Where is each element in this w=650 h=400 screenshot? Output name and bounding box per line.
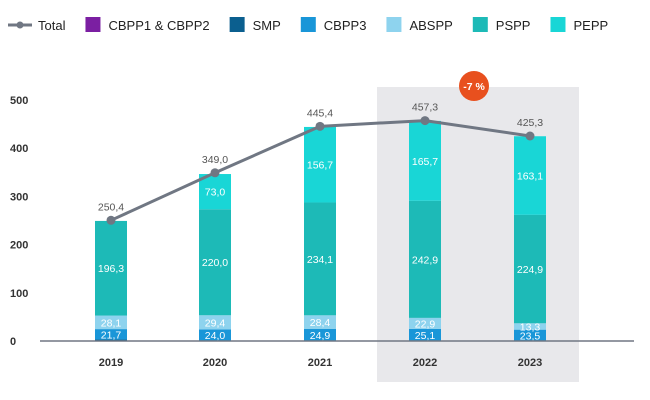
legend-swatch-abspp	[386, 17, 402, 32]
bar-label-cbpp3-2023: 23,5	[520, 330, 541, 342]
total-label-2023: 425,3	[517, 117, 543, 129]
total-point-2021	[315, 121, 325, 131]
bar-label-pspp-2022: 242,9	[412, 254, 438, 266]
bar-abspp-2020	[199, 315, 231, 330]
total-point-2019	[106, 215, 116, 225]
bar-label-cbpp3-2021: 24,9	[310, 330, 331, 342]
change-badge-circle	[459, 71, 489, 101]
bar-abspp-2021	[304, 315, 336, 329]
y-tick-label: 500	[10, 95, 28, 107]
x-tick-label: 2019	[99, 357, 123, 369]
total-point-2023	[525, 131, 535, 141]
y-tick-label: 300	[10, 191, 28, 203]
bar-pspp-2021	[304, 202, 336, 316]
total-line: 250,4 349,0 445,4 457,3 425,3	[98, 102, 543, 225]
legend-label-cbpp3: CBPP3	[324, 18, 367, 33]
total-point-2022	[420, 116, 430, 126]
bar-cbpp3-2019	[95, 329, 127, 340]
bar-cbpp3-2022	[409, 328, 441, 341]
bar-pepp-2023	[514, 136, 546, 215]
y-tick-label: 200	[10, 240, 28, 252]
y-tick-label: 0	[10, 336, 16, 348]
bar-pepp-2020	[199, 174, 231, 210]
total-label-2022: 457,3	[412, 102, 438, 114]
bar-label-pepp-2023: 163,1	[517, 171, 543, 183]
total-label-2021: 445,4	[307, 107, 333, 119]
bar-cbpp3-2020	[199, 329, 231, 341]
bar-pspp-2020	[199, 209, 231, 316]
legend-label-cbpp1-cbpp2: CBPP1 & CBPP2	[108, 18, 209, 33]
x-tick-label: 2021	[308, 357, 332, 369]
bar-label-pspp-2020: 220,0	[202, 257, 228, 269]
x-tick-label: 2020	[203, 357, 227, 369]
change-badge: -7 %	[459, 71, 489, 101]
legend-swatch-pspp	[472, 17, 488, 32]
x-tick-label: 2023	[518, 357, 542, 369]
x-tick-label: 2022	[413, 357, 437, 369]
bar-label-cbpp3-2022: 25,1	[415, 330, 436, 342]
total-label-2020: 349,0	[202, 154, 228, 166]
legend-swatch-cbpp3	[300, 17, 316, 32]
y-tick-label: 400	[10, 143, 28, 155]
bar-label-abspp-2022: 22,9	[415, 318, 436, 330]
legend-swatch-smp	[229, 17, 245, 32]
bar-abspp-2023	[514, 323, 546, 330]
bar-abspp-2019	[95, 315, 127, 330]
bar-cbpp3-2021	[304, 328, 336, 341]
bar-label-abspp-2020: 29,4	[205, 317, 226, 329]
legend-label-abspp: ABSPP	[409, 18, 452, 33]
bar-label-abspp-2019: 28,1	[101, 317, 122, 329]
bar-pspp-2022	[409, 200, 441, 318]
bar-label-pepp-2021: 156,7	[307, 160, 333, 172]
y-axis: 0 100 200 300 400 500	[10, 95, 28, 348]
legend-swatch-cbpp1-cbpp2	[85, 17, 101, 32]
bar-label-abspp-2021: 28,4	[310, 317, 331, 329]
bar-label-pspp-2019: 196,3	[98, 263, 124, 275]
bar-label-cbpp3-2019: 21,7	[101, 329, 122, 341]
bar-label-pspp-2023: 224,9	[517, 264, 543, 276]
bar-label-pspp-2021: 234,1	[307, 254, 333, 266]
bars: 21,728,1 196,3 24,029,4 220,0 73,0 24,928,4 23…	[95, 120, 546, 342]
legend-label-pepp: PEPP	[573, 18, 608, 33]
x-axis: 2019 2020 2021 2022 2023	[40, 340, 634, 369]
bar-cbpp3-2023	[514, 329, 546, 341]
bar-pspp-2019	[95, 220, 127, 316]
bar-pepp-2022	[409, 120, 441, 201]
bar-label-pepp-2022: 165,7	[412, 156, 438, 168]
legend-label-smp: SMP	[253, 18, 281, 33]
highlight-band	[377, 87, 579, 382]
bar-label-pepp-2020: 73,0	[205, 187, 226, 199]
change-badge-label: -7 %	[463, 81, 485, 93]
legend-swatch-pepp	[550, 17, 566, 32]
bar-label-cbpp3-2020: 24,0	[205, 330, 226, 342]
legend-label-total: Total	[38, 18, 66, 33]
bar-pspp-2023	[514, 214, 546, 324]
legend: Total CBPP1 & CBPP2 SMP CBPP3 ABSPP PSPP PEPP	[8, 17, 608, 33]
bar-abspp-2022	[409, 317, 441, 329]
legend-label-pspp: PSPP	[496, 18, 531, 33]
total-point-2020	[210, 168, 220, 178]
y-tick-label: 100	[10, 288, 28, 300]
total-label-2019: 250,4	[98, 201, 124, 213]
bar-pepp-2021	[304, 126, 336, 203]
bar-label-abspp-2023: 13,3	[520, 321, 541, 333]
legend-marker-total	[16, 21, 24, 29]
